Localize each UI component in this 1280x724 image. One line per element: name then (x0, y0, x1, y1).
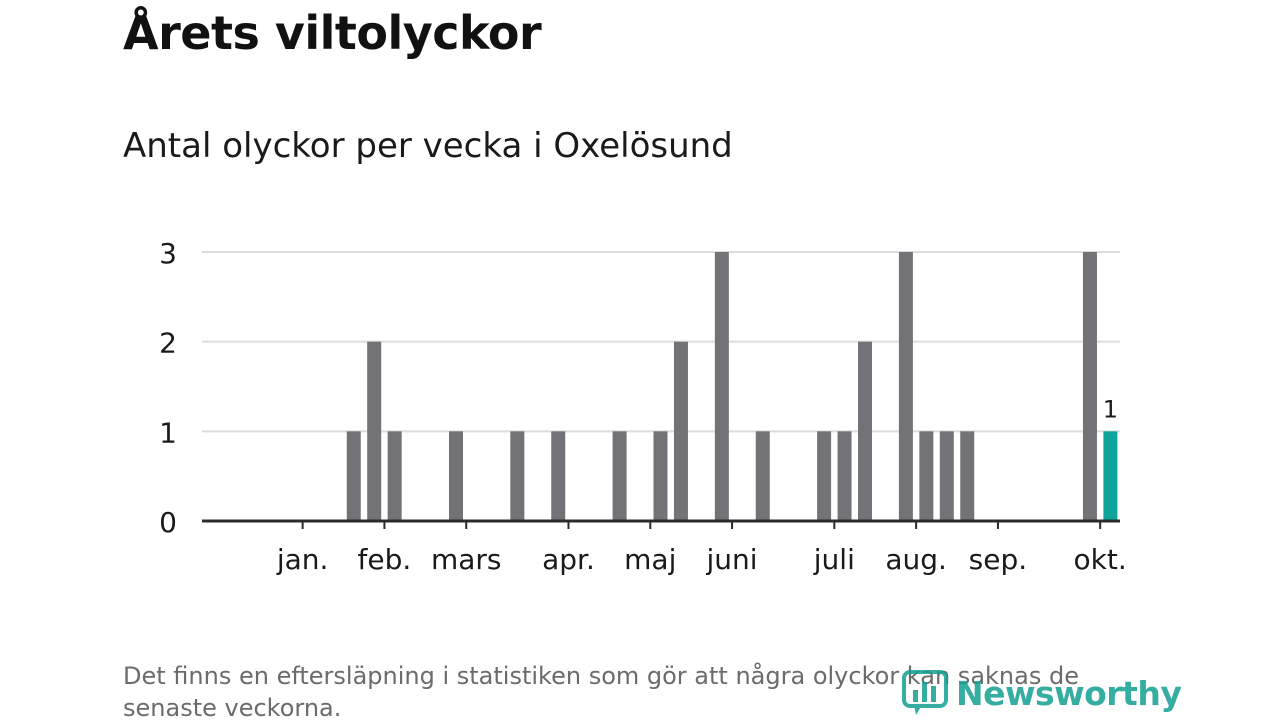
bar (387, 431, 402, 521)
y-tick-label: 2 (159, 327, 177, 360)
bar-chart: 0 1 2 3 jan. feb. mars apr. maj juni juli aug. sep.… (159, 237, 1127, 576)
x-tick-label: sep. (969, 543, 1028, 576)
bar (1082, 252, 1097, 521)
y-tick-label: 0 (159, 506, 177, 539)
chart-subtitle: Antal olyckor per vecka i Oxelösund (123, 126, 733, 166)
x-tick-label: mars (431, 543, 502, 576)
bar (837, 431, 852, 521)
data-labels: 1 (1103, 395, 1118, 423)
bar (673, 341, 688, 521)
x-tick-label: maj (624, 543, 676, 576)
x-tick-label: jan. (276, 543, 329, 576)
x-tick-label: juli (813, 543, 855, 576)
y-tick-label: 1 (159, 416, 177, 449)
x-tick-label: aug. (885, 543, 947, 576)
data-label-highlight: 1 (1103, 395, 1118, 423)
bar (939, 431, 954, 521)
logo-text: Newsworthy (956, 673, 1182, 713)
x-tick-label: okt. (1074, 543, 1127, 576)
newsworthy-logo: Newsworthy (902, 668, 1182, 718)
bar (960, 431, 975, 521)
bar (755, 431, 770, 521)
bar-highlighted (1103, 431, 1118, 521)
bar (449, 431, 463, 521)
x-axis-ticks: jan. feb. mars apr. maj juni juli aug. sep. okt. (276, 521, 1127, 576)
bar (817, 431, 832, 521)
bar (898, 252, 913, 521)
bar (612, 431, 627, 521)
footnote: Det finns en eftersläpning i statistiken… (123, 662, 1079, 722)
bar (858, 341, 872, 521)
bar-chart-bubble-icon (902, 670, 948, 715)
x-tick-label: apr. (542, 543, 595, 576)
bar (367, 341, 382, 521)
y-axis-ticks: 0 1 2 3 (159, 237, 177, 539)
bar (551, 431, 566, 521)
y-tick-label: 3 (159, 237, 177, 270)
page-title: Årets viltolyckor (123, 6, 542, 60)
bars (346, 252, 1118, 521)
x-tick-label: feb. (358, 543, 412, 576)
gridlines (202, 251, 1120, 433)
bar (714, 252, 729, 521)
bar (919, 431, 934, 521)
bar (653, 431, 668, 521)
bar (346, 431, 361, 521)
bar (510, 431, 525, 521)
x-tick-label: juni (706, 543, 758, 576)
